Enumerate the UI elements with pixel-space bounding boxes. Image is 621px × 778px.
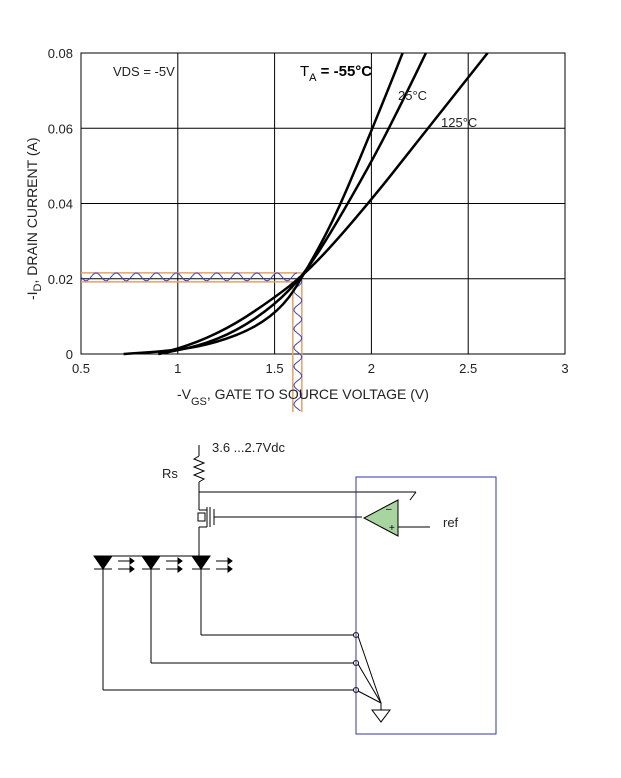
led-2 [141, 555, 183, 663]
ground-symbol [371, 709, 391, 723]
x-axis-title: -VGS, GATE TO SOURCE VOLTAGE (V) [177, 386, 429, 408]
x-tick-label: 2 [368, 361, 375, 376]
x-tick-label: 2.5 [459, 361, 477, 376]
y-tick-label: 0 [66, 347, 73, 362]
plot-frame [80, 52, 566, 355]
noise-trace-horizontal [80, 272, 298, 282]
y-tick-label: 0.08 [48, 46, 73, 61]
led-driver-circuit: 3.6 ...2.7Vdc Rs – + ref [93, 440, 497, 735]
curves [123, 53, 489, 356]
y-tick-labels: 0 0.02 0.04 0.06 0.08 [48, 46, 73, 362]
led-3 [191, 555, 233, 635]
rs-label: Rs [162, 466, 178, 481]
sense-wire-tail [409, 491, 417, 501]
x-tick-label: 3 [561, 361, 568, 376]
grid [80, 52, 566, 355]
x-tick-label: 1 [174, 361, 181, 376]
opamp-minus-sign: – [386, 504, 392, 515]
series-label-125c: 125°C [441, 115, 477, 130]
switch-line-1 [357, 635, 382, 704]
series-label-25c: 25°C [398, 88, 427, 103]
curve-2 [158, 53, 428, 356]
operating-point-highlight [80, 272, 303, 412]
noise-trace-vertical [293, 276, 303, 412]
x-tick-labels: 0.5 1 1.5 2 2.5 3 [72, 361, 569, 376]
x-tick-label: 0.5 [72, 361, 90, 376]
y-axis-title: -ID, DRAIN CURRENT (A) [24, 138, 44, 300]
x-tick-label: 1.5 [266, 361, 284, 376]
y-tick-label: 0.04 [48, 197, 73, 212]
opamp [362, 499, 399, 537]
y-tick-label: 0.06 [48, 121, 73, 136]
resistor-rs [192, 455, 206, 483]
transfer-characteristic-chart: 0.5 1 1.5 2 2.5 3 0 0.02 0.04 0.06 0.08 VDS = -5V… [24, 46, 569, 412]
curve-3 [158, 53, 489, 356]
vds-annotation: VDS = -5V [113, 64, 175, 79]
switch-line-3 [357, 690, 382, 704]
ref-label: ref [443, 515, 459, 530]
switch-line-2 [357, 663, 382, 704]
opamp-plus-sign: + [389, 523, 395, 534]
ta-annotation: TA = -55°C [300, 63, 372, 84]
led-1 [93, 555, 135, 690]
supply-voltage-label: 3.6 ...2.7Vdc [212, 440, 285, 455]
controller-box [355, 476, 497, 735]
mosfet [197, 507, 362, 556]
curve-1 [123, 53, 404, 356]
y-tick-label: 0.02 [48, 272, 73, 287]
